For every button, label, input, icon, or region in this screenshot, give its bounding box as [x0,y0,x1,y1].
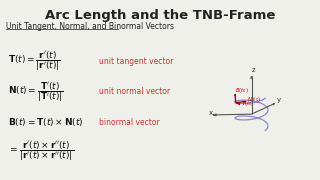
Text: $\mathbf{N}(t) = \dfrac{\mathbf{T}'(t)}{|\mathbf{T}'(t)|}$: $\mathbf{N}(t) = \dfrac{\mathbf{T}'(t)}{… [8,80,64,104]
Text: $\mathbf{T}(t) = \dfrac{\mathbf{r}'(t)}{|\mathbf{r}'(t)|}$: $\mathbf{T}(t) = \dfrac{\mathbf{r}'(t)}{… [8,49,61,73]
Text: binormal vector: binormal vector [99,118,160,127]
Text: unit normal vector: unit normal vector [99,87,170,96]
Text: unit tangent vector: unit tangent vector [99,57,173,66]
Text: Unit Tangent, Normal, and Binormal Vectors: Unit Tangent, Normal, and Binormal Vecto… [6,22,174,31]
Text: $= \dfrac{\mathbf{r}'(t) \times \mathbf{r}''(t)}{|\mathbf{r}'(t) \times \mathbf{: $= \dfrac{\mathbf{r}'(t) \times \mathbf{… [8,139,74,163]
Text: Arc Length and the TNB-Frame: Arc Length and the TNB-Frame [45,9,275,22]
Text: $\mathbf{B}(t) = \mathbf{T}(t) \times \mathbf{N}(t)$: $\mathbf{B}(t) = \mathbf{T}(t) \times \m… [8,116,84,128]
